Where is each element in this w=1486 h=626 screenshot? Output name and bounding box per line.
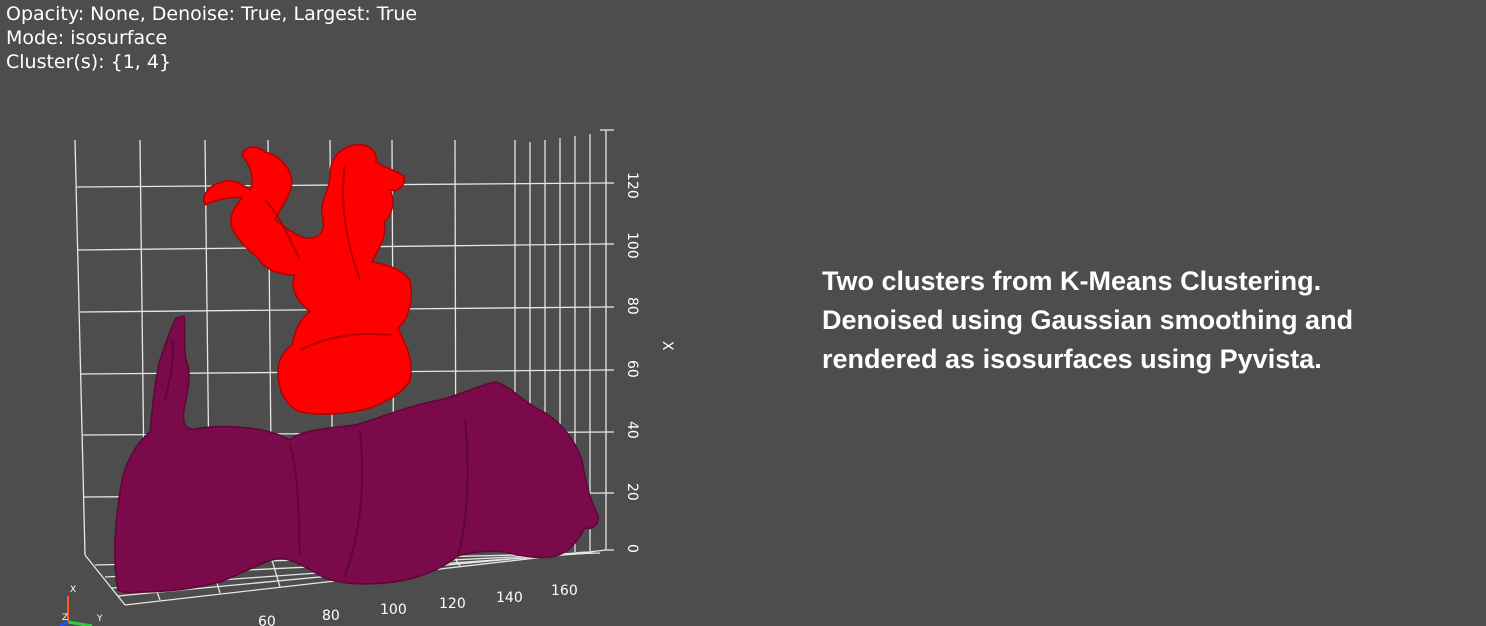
bottom-axis-tick: 80: [322, 608, 340, 624]
bottom-axis-tick: 120: [439, 596, 466, 612]
vertical-axis-tick: 40: [624, 421, 640, 439]
cluster-red-surface: [203, 144, 412, 415]
bottom-axis-tick: 160: [551, 583, 578, 599]
caption-line: rendered as isosurfaces using Pyvista.: [822, 344, 1322, 374]
vertical-axis-tick: 0: [624, 544, 640, 553]
clusters-label: Cluster(s): {1, 4}: [6, 51, 172, 73]
cluster-purple-surface: [114, 315, 600, 594]
render-mode-label: Mode: isosurface: [6, 27, 168, 49]
3d-viewport[interactable]: 0 20 40 60 80 100 120 X 60 80 100 120 14…: [0, 0, 720, 626]
vertical-axis-tick: 120: [624, 172, 640, 199]
render-options-label: Opacity: None, Denoise: True, Largest: T…: [6, 3, 418, 25]
orientation-y-label: Y: [96, 614, 103, 624]
bottom-axis-tick: 60: [258, 614, 276, 626]
caption-text: Two clusters from K-Means Clustering. De…: [822, 262, 1442, 379]
caption-line: Two clusters from K-Means Clustering.: [822, 266, 1322, 296]
caption-line: Denoised using Gaussian smoothing and: [822, 305, 1354, 335]
render-info-overlay: Opacity: None, Denoise: True, Largest: T…: [6, 2, 417, 74]
vertical-axis-ticks: 0 20 40 60 80 100 120 X: [624, 172, 675, 553]
vertical-axis-tick: 100: [624, 232, 640, 259]
axis-title-x: X: [659, 341, 675, 351]
bottom-axis-ticks: 60 80 100 120 140 160: [258, 583, 578, 626]
orientation-x-label: X: [70, 585, 76, 595]
orientation-axes-widget: X Y Z: [59, 585, 103, 626]
bottom-axis-tick: 140: [496, 590, 523, 606]
orientation-z-label: Z: [62, 613, 68, 623]
bottom-axis-tick: 100: [380, 602, 407, 618]
vertical-axis-tick: 60: [624, 360, 640, 378]
vertical-axis-tick: 20: [624, 483, 640, 501]
vertical-axis-tick: 80: [624, 297, 640, 315]
